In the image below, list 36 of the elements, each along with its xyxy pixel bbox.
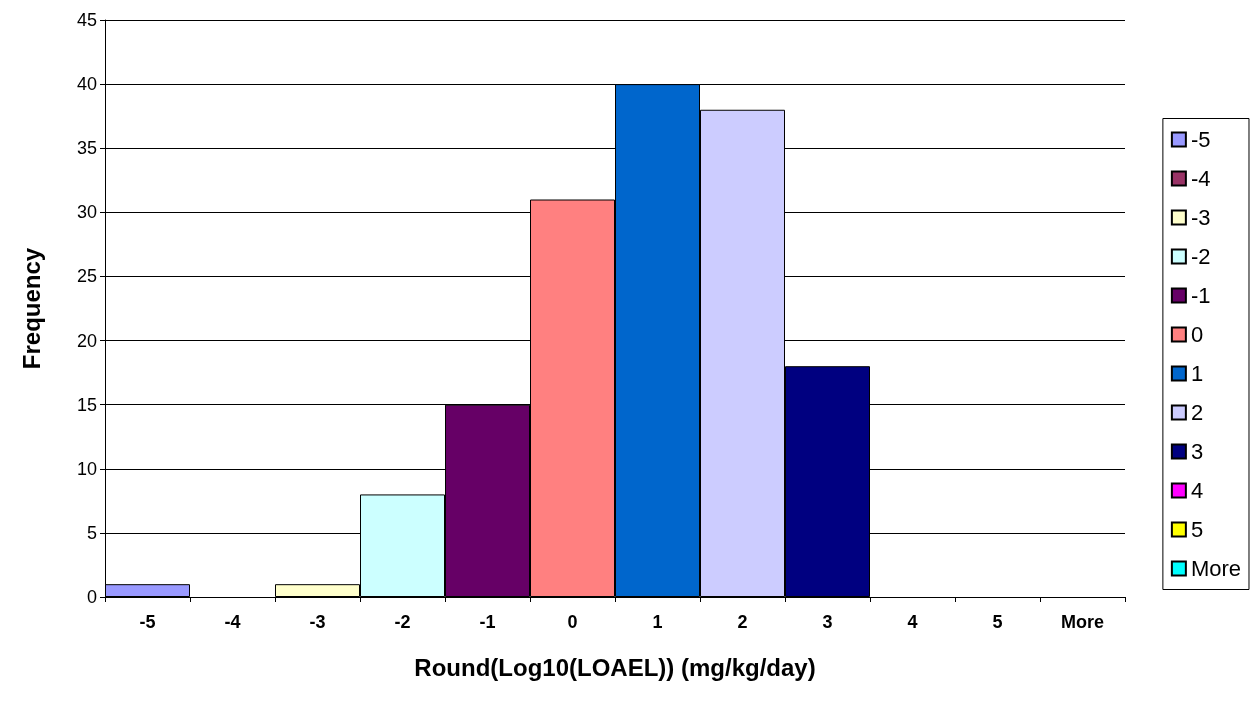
- y-axis-title: Frequency: [17, 247, 45, 370]
- legend-label: -3: [1190, 205, 1211, 230]
- y-tick-label: 30: [76, 202, 97, 223]
- legend-label: -5: [1190, 127, 1211, 152]
- y-tick-label: 35: [76, 138, 97, 159]
- legend-label: -2: [1190, 244, 1211, 269]
- x-tick-label: 4: [907, 612, 918, 632]
- y-tick-label: 5: [86, 522, 97, 543]
- legend-label: 1: [1190, 361, 1204, 386]
- x-tick-label: 3: [822, 612, 833, 632]
- x-tick-label: 0: [567, 612, 578, 632]
- legend-label: 2: [1190, 400, 1204, 425]
- legend-label: 5: [1190, 517, 1204, 542]
- y-tick-label: 25: [76, 266, 97, 287]
- x-tick-label: 1: [652, 612, 663, 632]
- y-tick-label: 45: [76, 10, 97, 30]
- x-tick-label: -2: [394, 612, 411, 632]
- x-tick-label: 5: [992, 612, 1003, 632]
- legend-label: -1: [1190, 283, 1211, 308]
- legend-label: -4: [1190, 166, 1211, 191]
- x-axis-title: Round(Log10(LOAEL)) (mg/kg/day): [414, 653, 816, 681]
- legend-label: 4: [1190, 478, 1204, 503]
- y-tick-label: 10: [76, 458, 97, 479]
- y-tick-label: 15: [76, 394, 97, 415]
- x-tick-label: -1: [479, 612, 496, 632]
- x-tick-label: 2: [737, 612, 748, 632]
- y-tick-label: 0: [86, 587, 97, 607]
- legend-label: 0: [1190, 322, 1204, 347]
- x-tick-label: -5: [139, 612, 156, 632]
- legend-label: More: [1190, 556, 1241, 581]
- x-tick-label: More: [1060, 612, 1105, 632]
- y-tick-label: 20: [76, 330, 97, 351]
- legend-label: 3: [1190, 439, 1204, 464]
- x-tick-label: -3: [309, 612, 326, 632]
- x-tick-label: -4: [224, 612, 241, 632]
- y-tick-label: 40: [76, 74, 97, 95]
